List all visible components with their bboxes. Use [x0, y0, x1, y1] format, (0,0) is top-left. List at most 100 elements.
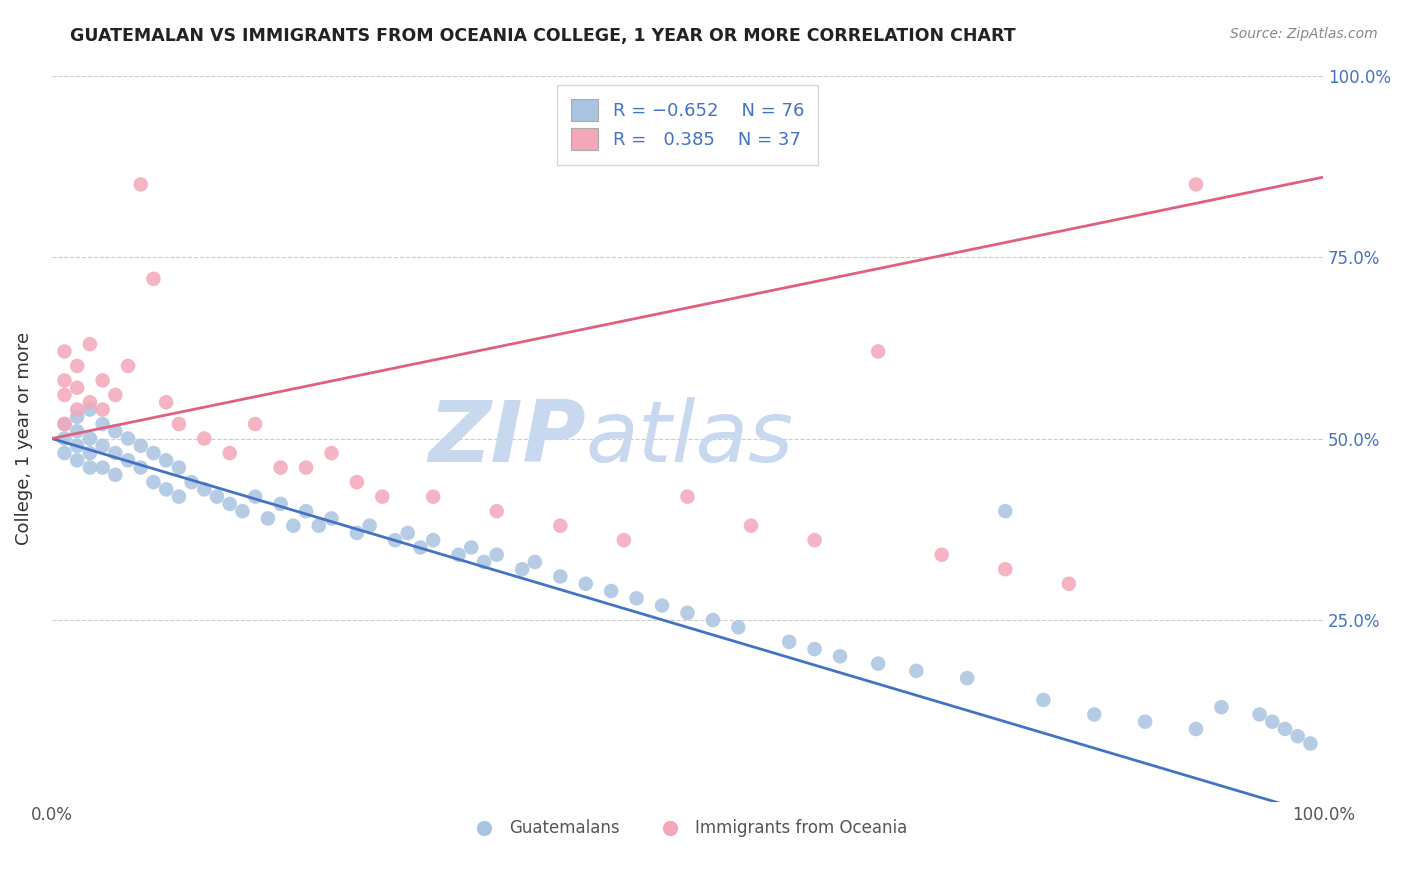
Text: GUATEMALAN VS IMMIGRANTS FROM OCEANIA COLLEGE, 1 YEAR OR MORE CORRELATION CHART: GUATEMALAN VS IMMIGRANTS FROM OCEANIA CO… [70, 27, 1017, 45]
Point [1249, 707, 1271, 722]
Point [53, 432, 76, 446]
Point [1274, 722, 1296, 736]
Point [868, 344, 890, 359]
Point [1211, 700, 1233, 714]
Point [243, 417, 266, 431]
Text: Source: ZipAtlas.com: Source: ZipAtlas.com [1230, 27, 1378, 41]
Point [1057, 576, 1080, 591]
Point [1185, 178, 1208, 192]
Point [66, 402, 89, 417]
Point [231, 504, 253, 518]
Point [142, 272, 165, 286]
Point [396, 525, 419, 540]
Point [346, 475, 368, 489]
Point [308, 518, 330, 533]
Point [193, 483, 215, 497]
Point [129, 460, 152, 475]
Point [702, 613, 724, 627]
Point [676, 490, 699, 504]
Point [167, 490, 190, 504]
Point [510, 562, 533, 576]
Point [485, 548, 508, 562]
Y-axis label: College, 1 year or more: College, 1 year or more [15, 332, 32, 545]
Point [129, 439, 152, 453]
Point [91, 402, 114, 417]
Point [460, 541, 482, 555]
Point [295, 460, 318, 475]
Point [778, 635, 800, 649]
Point [472, 555, 495, 569]
Point [257, 511, 280, 525]
Point [53, 446, 76, 460]
Point [676, 606, 699, 620]
Point [193, 432, 215, 446]
Point [956, 671, 979, 685]
Point [79, 432, 101, 446]
Point [66, 425, 89, 439]
Point [295, 504, 318, 518]
Point [104, 446, 127, 460]
Point [79, 446, 101, 460]
Point [1286, 729, 1309, 743]
Point [321, 511, 343, 525]
Point [91, 439, 114, 453]
Point [447, 548, 470, 562]
Point [104, 467, 127, 482]
Point [117, 359, 139, 373]
Point [53, 344, 76, 359]
Point [270, 497, 292, 511]
Point [218, 446, 240, 460]
Point [1083, 707, 1105, 722]
Point [803, 533, 825, 548]
Point [626, 591, 648, 606]
Point [994, 562, 1017, 576]
Point [66, 453, 89, 467]
Point [409, 541, 432, 555]
Point [575, 576, 598, 591]
Point [167, 417, 190, 431]
Point [91, 460, 114, 475]
Point [155, 453, 177, 467]
Point [346, 525, 368, 540]
Point [994, 504, 1017, 518]
Point [550, 518, 572, 533]
Point [550, 569, 572, 583]
Point [359, 518, 381, 533]
Point [79, 395, 101, 409]
Point [613, 533, 636, 548]
Point [66, 381, 89, 395]
Point [523, 555, 546, 569]
Point [384, 533, 406, 548]
Point [53, 374, 76, 388]
Point [79, 460, 101, 475]
Point [66, 409, 89, 424]
Point [167, 460, 190, 475]
Point [79, 337, 101, 351]
Point [142, 475, 165, 489]
Point [66, 439, 89, 453]
Point [803, 642, 825, 657]
Point [727, 620, 749, 634]
Text: ZIP: ZIP [427, 397, 586, 480]
Point [283, 518, 305, 533]
Point [931, 548, 953, 562]
Point [205, 490, 228, 504]
Point [66, 359, 89, 373]
Point [1299, 737, 1322, 751]
Point [243, 490, 266, 504]
Point [53, 417, 76, 431]
Point [53, 417, 76, 431]
Point [422, 490, 444, 504]
Point [104, 388, 127, 402]
Point [79, 402, 101, 417]
Point [828, 649, 851, 664]
Point [1185, 722, 1208, 736]
Point [1032, 693, 1054, 707]
Point [117, 432, 139, 446]
Point [485, 504, 508, 518]
Point [117, 453, 139, 467]
Point [142, 446, 165, 460]
Point [422, 533, 444, 548]
Point [651, 599, 673, 613]
Point [91, 374, 114, 388]
